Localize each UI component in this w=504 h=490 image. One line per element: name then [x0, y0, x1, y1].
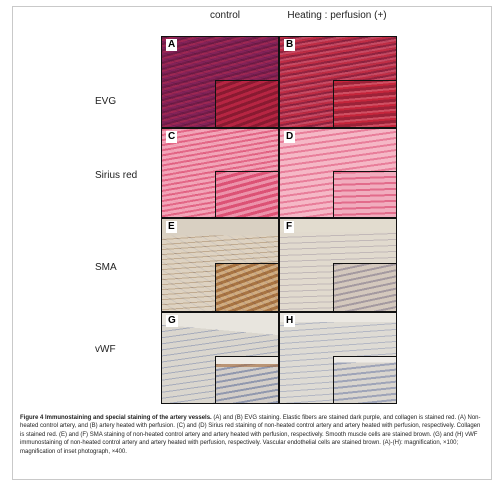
- row-label-vwf: vWF: [95, 344, 116, 355]
- row-label-evg: EVG: [95, 96, 117, 107]
- panel-f: F: [280, 219, 396, 311]
- caption-title: Figure 4 Immunostaining and special stai…: [20, 415, 212, 421]
- panel-e: E: [162, 219, 278, 311]
- column-header-heating: Heating : perfusion (+): [287, 10, 387, 21]
- panel-letter: F: [284, 221, 295, 233]
- inset-photo: [333, 171, 396, 217]
- caption-body: (A) and (B) EVG staining. Elastic fibers…: [20, 415, 481, 455]
- inset-photo: [215, 80, 278, 127]
- panel-a: A: [162, 37, 278, 127]
- inset-photo: [333, 356, 396, 403]
- panel-d: D: [280, 129, 396, 217]
- panel-letter: E: [166, 221, 177, 233]
- panel-h: H: [280, 313, 396, 403]
- panel-letter: B: [284, 39, 296, 51]
- figure-caption: Figure 4 Immunostaining and special stai…: [20, 414, 486, 456]
- inset-photo: [215, 171, 278, 217]
- panel-letter: D: [284, 131, 296, 143]
- row-label-sirius-red: Sirius red: [95, 170, 138, 181]
- panel-letter: G: [166, 315, 178, 327]
- panel-c: C: [162, 129, 278, 217]
- inset-photo: [215, 263, 278, 311]
- inset-photo: [215, 356, 278, 403]
- panel-g: G: [162, 313, 278, 403]
- panel-letter: H: [284, 315, 296, 327]
- inset-photo: [333, 80, 396, 127]
- row-label-sma: SMA: [95, 262, 117, 273]
- panel-letter: C: [166, 131, 178, 143]
- inset-photo: [333, 263, 396, 311]
- panel-letter: A: [166, 39, 178, 51]
- column-header-control: control: [209, 10, 240, 21]
- panel-b: B: [280, 37, 396, 127]
- micrograph-grid: A B C D E F G H: [161, 36, 397, 404]
